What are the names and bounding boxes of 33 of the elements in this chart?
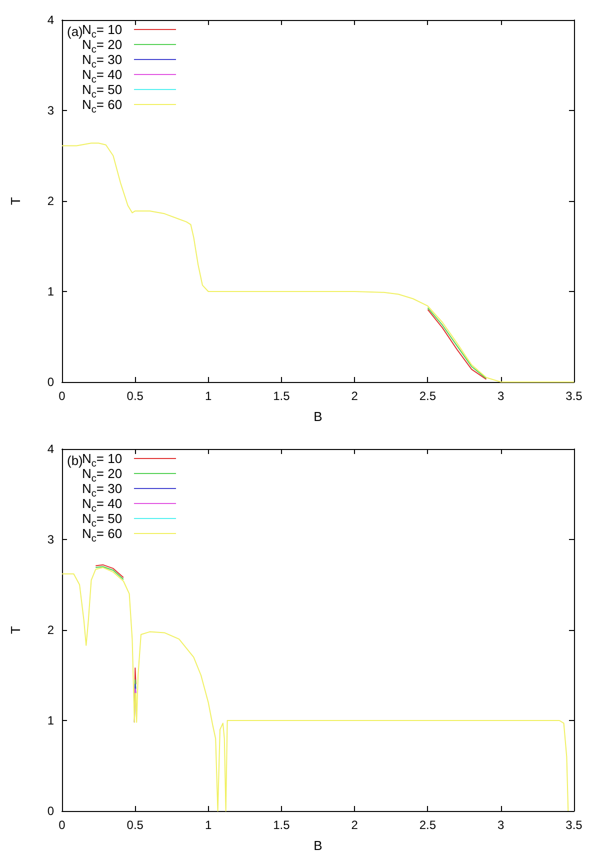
x-axis-title: B [314, 409, 322, 424]
annotation: (b) [67, 453, 83, 468]
x-tick-label: 3.5 [566, 818, 583, 832]
x-tick-label: 3 [498, 389, 505, 403]
x-tick-label: 2 [351, 389, 358, 403]
y-axis-title: T [8, 196, 23, 205]
y-tick-label: 3 [47, 104, 54, 118]
x-tick-label: 2.5 [419, 389, 436, 403]
y-tick-label: 4 [47, 442, 54, 456]
line-series [62, 567, 569, 812]
annotation: (a) [67, 24, 83, 39]
x-axis-title: B [314, 838, 322, 853]
x-tick-label: 1.5 [273, 389, 290, 403]
y-tick-label: 2 [47, 194, 54, 208]
x-tick-label: 1 [204, 818, 212, 832]
x-tick-label: 0 [58, 389, 66, 403]
y-axis-title: T [8, 626, 23, 634]
y-tick-label: 4 [47, 13, 54, 27]
y-tick-label: 3 [47, 532, 54, 546]
y-tick-label: 1 [47, 714, 54, 728]
x-tick-label: 0.5 [126, 389, 144, 403]
x-tick-label: 3 [498, 818, 505, 832]
x-tick-label: 0 [58, 818, 66, 832]
y-tick-label: 1 [47, 284, 54, 298]
x-tick-label: 1.5 [273, 818, 290, 832]
x-tick-label: 1 [204, 389, 212, 403]
y-tick-label: 2 [47, 623, 54, 637]
x-tick-label: 2.5 [419, 818, 436, 832]
y-tick-label: 0 [47, 375, 54, 389]
x-tick-label: 0.5 [126, 818, 144, 832]
y-tick-label: 0 [47, 804, 54, 818]
x-tick-label: 3.5 [566, 389, 583, 403]
x-tick-label: 2 [351, 818, 358, 832]
